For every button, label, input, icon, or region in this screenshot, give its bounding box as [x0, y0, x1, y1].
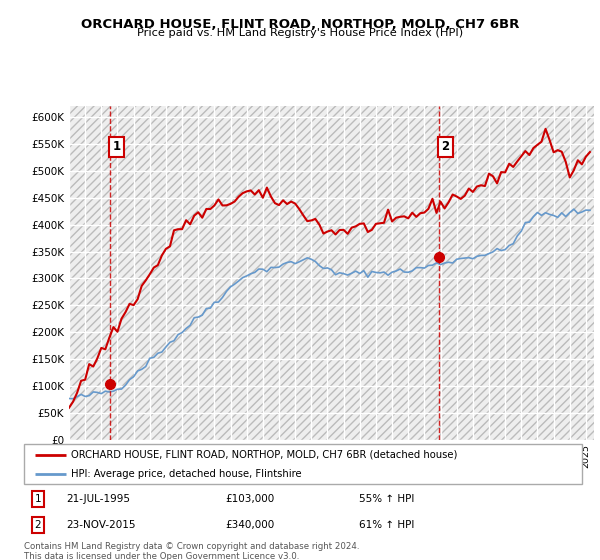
Text: 1: 1	[35, 494, 41, 504]
Text: ORCHARD HOUSE, FLINT ROAD, NORTHOP, MOLD, CH7 6BR (detached house): ORCHARD HOUSE, FLINT ROAD, NORTHOP, MOLD…	[71, 450, 458, 460]
Text: 23-NOV-2015: 23-NOV-2015	[66, 520, 136, 530]
Text: HPI: Average price, detached house, Flintshire: HPI: Average price, detached house, Flin…	[71, 469, 302, 478]
Text: 55% ↑ HPI: 55% ↑ HPI	[359, 494, 414, 504]
Text: 61% ↑ HPI: 61% ↑ HPI	[359, 520, 414, 530]
Text: 1: 1	[113, 140, 121, 153]
Text: £103,000: £103,000	[225, 494, 274, 504]
Text: £340,000: £340,000	[225, 520, 274, 530]
Text: 2: 2	[35, 520, 41, 530]
FancyBboxPatch shape	[24, 444, 582, 484]
Text: Price paid vs. HM Land Registry's House Price Index (HPI): Price paid vs. HM Land Registry's House …	[137, 28, 463, 38]
Text: ORCHARD HOUSE, FLINT ROAD, NORTHOP, MOLD, CH7 6BR: ORCHARD HOUSE, FLINT ROAD, NORTHOP, MOLD…	[81, 18, 519, 31]
Text: 21-JUL-1995: 21-JUL-1995	[66, 494, 130, 504]
Text: 2: 2	[442, 140, 449, 153]
Text: Contains HM Land Registry data © Crown copyright and database right 2024.
This d: Contains HM Land Registry data © Crown c…	[24, 542, 359, 560]
